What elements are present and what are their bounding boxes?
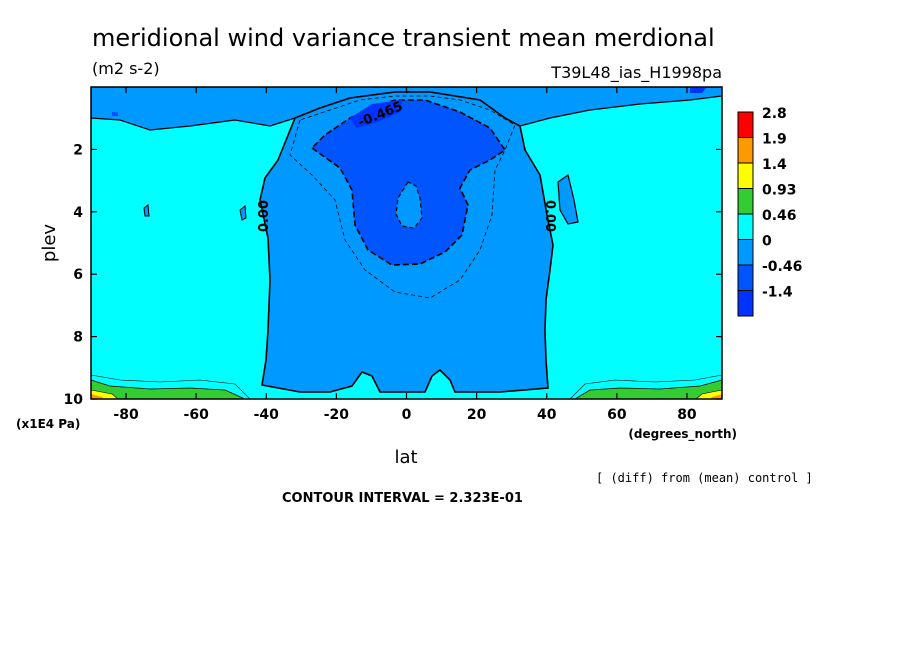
field-minimum-patch: [350, 100, 402, 128]
x-axis-units: (degrees_north): [628, 427, 737, 442]
x-axis-label: lat: [394, 447, 417, 468]
colorbar-swatch: [737, 213, 754, 240]
x-tick-label: 80: [677, 407, 697, 423]
contour-dashed-outer: [289, 95, 516, 299]
field-speckle: [690, 88, 706, 93]
field-feature-right: [557, 174, 579, 225]
plot-frame: -80 -60 -40 -20 0 20 40 60 80 2 4 6 8 10: [64, 86, 723, 423]
y-axis-units: (x1E4 Pa): [16, 417, 80, 431]
x-tick-label: -80: [113, 407, 139, 423]
x-tick-label: 40: [537, 407, 557, 423]
diff-note: [ (diff) from (mean) control ]: [596, 471, 813, 485]
y-tick-label: 6: [73, 267, 83, 283]
colorbar-label: 1.4: [762, 157, 787, 173]
x-axis: -80 -60 -40 -20 0 20 40 60 80: [113, 87, 697, 423]
x-tick-label: -20: [324, 407, 350, 423]
y-tick-label: 10: [64, 392, 84, 408]
x-tick-label: 60: [607, 407, 627, 423]
y-tick-label: 2: [73, 142, 83, 158]
contour-thin-left: [91, 374, 251, 399]
y-tick-label: 8: [73, 330, 83, 346]
colorbar-label: 1.9: [762, 132, 787, 148]
field-speckle-2: [112, 112, 118, 116]
contour-interval: CONTOUR INTERVAL = 2.323E-01: [282, 491, 523, 506]
contour-label-zero-left: 0.00: [257, 200, 272, 232]
x-tick-label: -60: [184, 407, 210, 423]
colorbar-label: -1.4: [762, 285, 793, 301]
contour-thin-right: [569, 374, 722, 399]
colorbar-swatch: [737, 137, 754, 164]
colorbar-label: 2.8: [762, 106, 787, 122]
x-tick-label: 20: [467, 407, 487, 423]
y-tick-label: 4: [73, 205, 83, 221]
colorbar-swatch: [737, 188, 754, 215]
colorbar-label: 0.46: [762, 208, 797, 224]
plot-area: [91, 87, 722, 399]
field-feature-left: [143, 204, 150, 217]
contour-label-zero-right: 0.00: [542, 200, 557, 232]
x-tick-label: 0: [402, 407, 412, 423]
colorbar-swatch: [737, 264, 754, 291]
colorbar-label: 0: [762, 234, 772, 250]
colorbar-swatch: [737, 239, 754, 266]
y-axis-label: plev: [39, 224, 60, 263]
field-bottom-left-green: [91, 379, 246, 399]
field-bottom-right-orange: [710, 394, 722, 399]
colorbar: 2.8 1.9 1.4 0.93 0.46 0 -0.46 -1.4: [737, 106, 802, 317]
y-axis: 2 4 6 8 10: [64, 142, 722, 408]
colorbar-label: -0.46: [762, 259, 802, 275]
units-label: (m2 s-2): [92, 59, 160, 78]
colorbar-swatch: [737, 162, 754, 189]
x-tick-label: -40: [254, 407, 280, 423]
colorbar-swatch: [737, 290, 754, 317]
run-label: T39L48_ias_H1998pa: [550, 63, 722, 83]
field-bottom-left-orange: [91, 394, 104, 399]
field-core-hole: [395, 181, 423, 229]
colorbar-swatch: [737, 111, 754, 138]
chart-title: meridional wind variance transient mean …: [92, 24, 715, 52]
field-bottom-right-green: [574, 379, 722, 399]
field-feature-left-2: [239, 205, 247, 221]
colorbar-label: 0.93: [762, 183, 797, 199]
